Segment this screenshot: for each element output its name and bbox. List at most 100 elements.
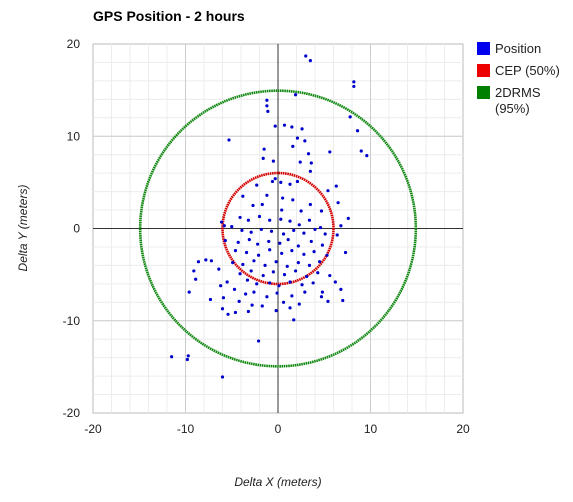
position-point — [274, 260, 278, 264]
position-point — [352, 80, 356, 84]
position-point — [220, 307, 225, 311]
position-point — [233, 310, 238, 315]
position-point — [237, 299, 241, 303]
zero-axes — [93, 44, 463, 413]
position-point — [328, 150, 332, 154]
position-point — [288, 219, 292, 223]
position-point — [255, 183, 259, 187]
position-point — [316, 271, 320, 275]
position-point — [278, 241, 282, 245]
position-point — [268, 281, 272, 285]
position-point — [307, 263, 312, 267]
x-tick-labels: -20 -10 0 10 20 — [84, 422, 470, 436]
position-point — [319, 295, 324, 299]
drms-circle — [138, 89, 418, 368]
position-point — [238, 215, 242, 220]
position-point — [279, 217, 283, 221]
position-point — [303, 139, 307, 143]
position-point — [307, 218, 312, 222]
position-point — [304, 54, 308, 58]
position-point — [187, 290, 191, 294]
legend-label: 2DRMS (95%) — [495, 85, 541, 116]
position-point — [295, 136, 300, 140]
legend-swatch — [477, 42, 490, 55]
position-point — [222, 224, 226, 228]
position-point — [246, 309, 250, 314]
position-point — [269, 229, 274, 233]
position-point — [219, 220, 224, 224]
position-point — [232, 287, 237, 291]
position-point — [297, 302, 301, 306]
position-point — [252, 259, 256, 263]
position-point — [326, 189, 330, 193]
position-point — [246, 218, 250, 222]
position-point — [256, 242, 260, 246]
position-point — [186, 354, 190, 358]
position-point — [298, 160, 302, 164]
position-point — [335, 233, 339, 237]
position-point — [281, 300, 286, 304]
position-point — [290, 249, 294, 253]
legend-swatch — [477, 64, 490, 77]
position-point — [323, 232, 327, 236]
position-point — [339, 287, 343, 291]
position-point — [270, 179, 275, 184]
position-point — [293, 93, 298, 97]
y-tick-label: -10 — [63, 314, 81, 328]
position-point — [238, 272, 242, 276]
position-point — [320, 243, 324, 247]
position-point — [326, 299, 330, 303]
position-point — [244, 250, 249, 255]
position-point — [245, 278, 250, 282]
position-point — [226, 312, 230, 316]
position-point — [325, 253, 329, 257]
position-point — [256, 253, 261, 257]
position-point — [257, 214, 262, 219]
position-point — [265, 98, 269, 102]
y-tick-labels: 20 10 0 -10 -20 — [63, 37, 81, 420]
position-point — [359, 149, 363, 153]
position-point — [328, 273, 332, 278]
position-point — [352, 84, 356, 89]
position-point — [220, 375, 225, 379]
position-point — [280, 251, 284, 256]
position-point — [341, 298, 345, 303]
position-point — [290, 125, 294, 129]
position-point — [355, 129, 360, 133]
position-point — [273, 124, 277, 128]
position-point — [319, 209, 324, 213]
position-point — [267, 239, 271, 244]
position-point — [282, 123, 287, 127]
position-point — [296, 244, 300, 248]
position-point — [300, 283, 304, 287]
position-point — [282, 273, 287, 277]
position-point — [318, 225, 323, 230]
position-point — [288, 306, 292, 310]
position-point — [302, 231, 306, 235]
position-point — [320, 290, 324, 294]
position-point — [251, 203, 255, 208]
position-point — [223, 238, 227, 243]
position-point — [291, 198, 295, 202]
position-point — [192, 269, 196, 273]
position-point — [249, 269, 253, 273]
cep-circle — [221, 171, 335, 286]
position-point — [288, 182, 292, 186]
x-tick-label: -10 — [177, 422, 195, 436]
x-tick-label: 0 — [275, 422, 282, 436]
position-point — [292, 228, 296, 232]
position-point — [244, 292, 248, 296]
position-point — [303, 290, 307, 294]
position-point — [311, 281, 315, 285]
position-point — [318, 260, 322, 264]
x-tick-label: 10 — [364, 422, 378, 436]
position-point — [268, 248, 272, 252]
x-axis-title: Delta X (meters) — [234, 475, 321, 489]
y-tick-label: -20 — [63, 406, 81, 420]
position-point — [196, 260, 201, 264]
position-point — [221, 296, 226, 300]
position-point — [260, 202, 264, 207]
position-point — [209, 259, 213, 263]
position-point — [281, 196, 285, 200]
y-tick-label: 0 — [73, 222, 80, 236]
